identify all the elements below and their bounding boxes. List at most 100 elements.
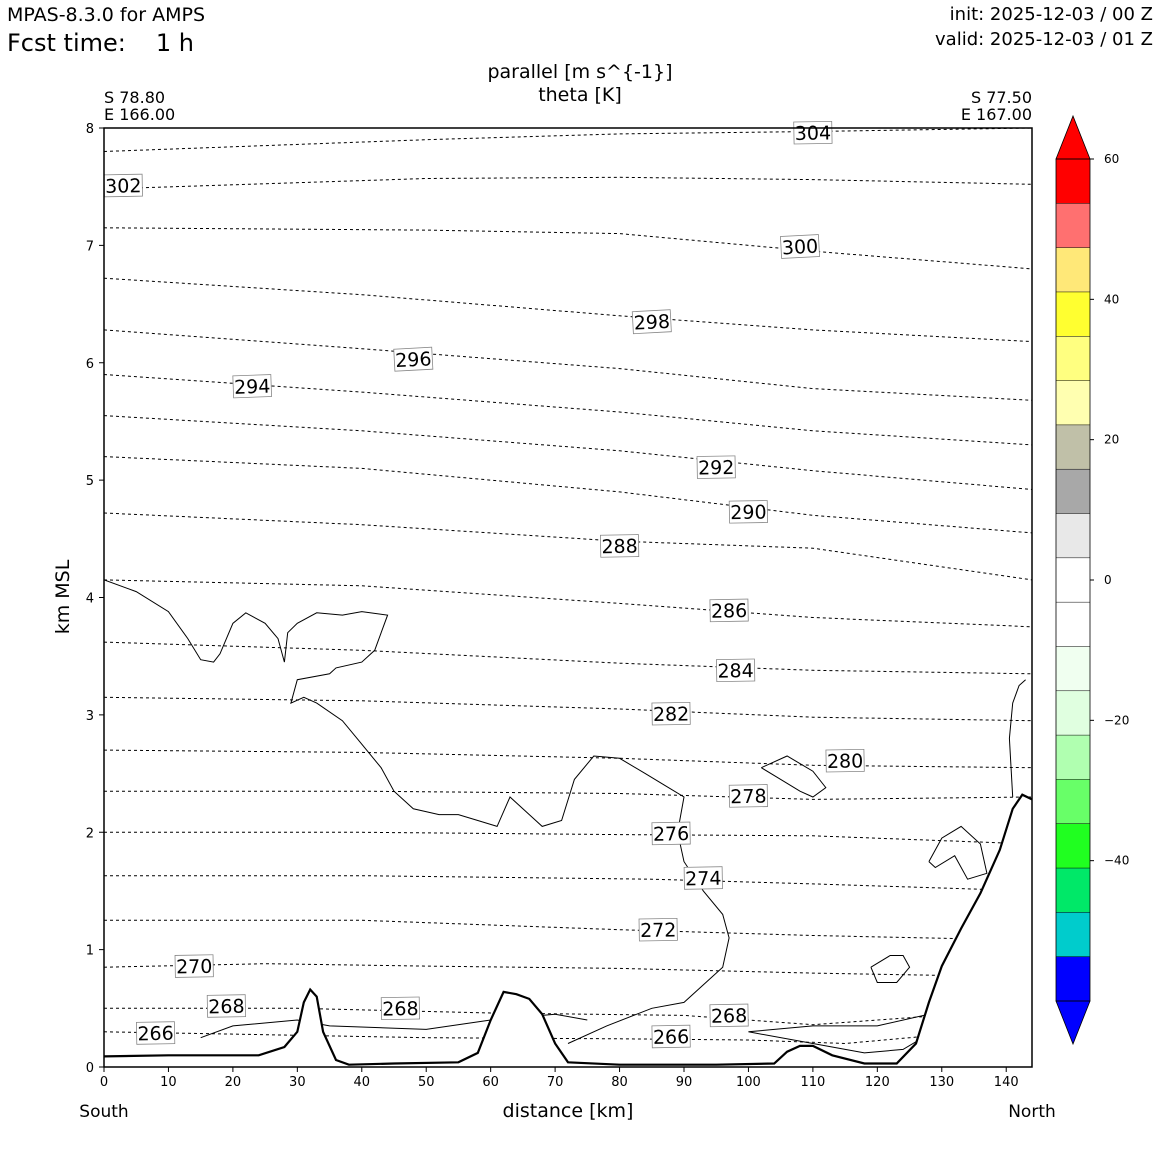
- theta-label-box: [136, 1021, 176, 1045]
- colorbar-tick-label: −20: [1104, 713, 1129, 727]
- colorbar-bin: [1056, 868, 1090, 913]
- theta-label-text: 282: [653, 703, 690, 726]
- theta-label-box: [825, 748, 865, 773]
- theta-label-text: 266: [137, 1023, 174, 1046]
- plot-frame: [103, 127, 1033, 1068]
- theta-contour-266: [104, 1025, 1032, 1045]
- parallel-contour-2: [761, 755, 827, 798]
- colorbar-bin: [1056, 956, 1090, 1002]
- theta-label-box: [638, 917, 678, 942]
- theta-label-box: [393, 346, 434, 372]
- theta-label-282-0: 282: [651, 701, 691, 726]
- theta-label-text: 274: [685, 868, 722, 891]
- theta-label-text: 266: [653, 1026, 690, 1049]
- theta-label-text: 268: [208, 996, 245, 1019]
- theta-label-274-0: 274: [683, 866, 723, 891]
- theta-label-284-0: 284: [716, 658, 756, 683]
- theta-label-text: 296: [395, 348, 432, 372]
- colorbar-bin: [1056, 557, 1090, 603]
- theta-label-text: 268: [382, 998, 419, 1021]
- theta-contour-294: [104, 374, 1032, 446]
- theta-label-text: 284: [717, 660, 754, 683]
- model-title: MPAS-8.3.0 for AMPS: [7, 4, 206, 26]
- theta-contour-292: [104, 415, 1032, 490]
- colorbar-bin: [1056, 159, 1090, 204]
- theta-contour-296: [104, 329, 1032, 401]
- theta-label-266-1: 266: [651, 1024, 691, 1049]
- theta-label-text: 288: [601, 536, 638, 559]
- colorbar-bin: [1056, 646, 1090, 692]
- x-tick-label: 20: [225, 1075, 242, 1090]
- colorbar-extend-bottom: [1055, 1000, 1091, 1046]
- y-tick-label: 6: [86, 357, 94, 372]
- theta-contour-276: [104, 831, 1032, 845]
- colorbar-bin: [1056, 690, 1090, 736]
- right-end-lat: S 77.50: [971, 88, 1032, 107]
- colorbar: 60 40 20 0 −20 −40: [1055, 114, 1129, 1046]
- theta-label-text: 268: [711, 1005, 748, 1028]
- colorbar-bin: [1056, 424, 1090, 470]
- theta-label-text: 276: [653, 823, 690, 846]
- valid-time: valid: 2025-12-03 / 01 Z: [935, 29, 1153, 50]
- theta-label-298-0: 298: [631, 309, 672, 335]
- plot-area: 266 266 268 268 268 270 272 274 276 278 280 282 284 2…: [103, 120, 1033, 1068]
- theta-label-266-0: 266: [136, 1021, 176, 1046]
- forecast-time-label: Fcst time:: [7, 29, 126, 57]
- theta-label-292-0: 292: [696, 455, 736, 480]
- theta-label-text: 272: [640, 919, 677, 942]
- theta-contour-280: [104, 749, 1032, 769]
- colorbar-bin: [1056, 291, 1090, 337]
- x-tick-label: 100: [736, 1075, 761, 1090]
- y-tick-label: 1: [86, 944, 94, 959]
- forecast-time-value: 1 h: [155, 29, 194, 57]
- colorbar-bin: [1056, 602, 1090, 647]
- theta-contour-288: [104, 512, 1032, 581]
- theta-label-box: [728, 500, 768, 524]
- chart-title-line1: parallel [m s^{-1}]: [487, 61, 672, 83]
- theta-label-296-0: 296: [393, 346, 434, 372]
- colorbar-bin: [1056, 247, 1090, 293]
- theta-label-268-2: 268: [709, 1003, 749, 1028]
- theta-label-box: [728, 784, 768, 808]
- theta-label-box: [683, 866, 723, 890]
- theta-label-box: [232, 374, 272, 399]
- theta-label-270-0: 270: [174, 954, 214, 978]
- parallel-contour-3: [928, 825, 988, 880]
- theta-label-300-0: 300: [780, 234, 820, 260]
- theta-label-text: 292: [698, 457, 735, 480]
- parallel-contour-6: [748, 996, 943, 1054]
- colorbar-bin: [1056, 380, 1090, 426]
- theta-label-text: 286: [711, 600, 748, 623]
- colorbar-bin: [1056, 513, 1090, 559]
- y-tick-label: 7: [86, 239, 94, 254]
- y-tick-label: 3: [86, 709, 94, 724]
- left-direction-label: South: [79, 1102, 128, 1122]
- x-tick-label: 50: [418, 1075, 435, 1090]
- theta-label-text: 300: [781, 236, 818, 260]
- colorbar-bin: [1056, 779, 1090, 825]
- init-time: init: 2025-12-03 / 00 Z: [949, 4, 1153, 25]
- y-tick-label: 5: [86, 474, 94, 489]
- left-end-lat: S 78.80: [104, 88, 165, 107]
- theta-contour-268: [104, 1007, 1032, 1026]
- xlabel: distance [km]: [503, 1100, 634, 1122]
- theta-label-272-0: 272: [638, 917, 678, 942]
- x-tick-label: 70: [547, 1075, 564, 1090]
- theta-contour-286: [104, 579, 1032, 628]
- theta-label-288-0: 288: [600, 534, 640, 559]
- theta-contour-270: [104, 963, 1032, 976]
- parallel-contour-1: [200, 1013, 588, 1039]
- theta-contour-282: [104, 696, 1032, 722]
- right-direction-label: North: [1008, 1102, 1056, 1122]
- theta-label-text: 280: [827, 750, 864, 773]
- theta-label-box: [709, 1003, 749, 1028]
- theta-label-box: [651, 701, 691, 726]
- theta-label-294-0: 294: [232, 374, 272, 399]
- theta-contour-274: [104, 875, 1032, 892]
- theta-label-box: [716, 658, 756, 683]
- colorbar-bin: [1056, 735, 1090, 780]
- theta-label-302-0: 302: [103, 173, 143, 198]
- theta-label-280-0: 280: [825, 748, 865, 773]
- x-tick-label: 60: [482, 1075, 499, 1090]
- ylabel: km MSL: [52, 559, 74, 634]
